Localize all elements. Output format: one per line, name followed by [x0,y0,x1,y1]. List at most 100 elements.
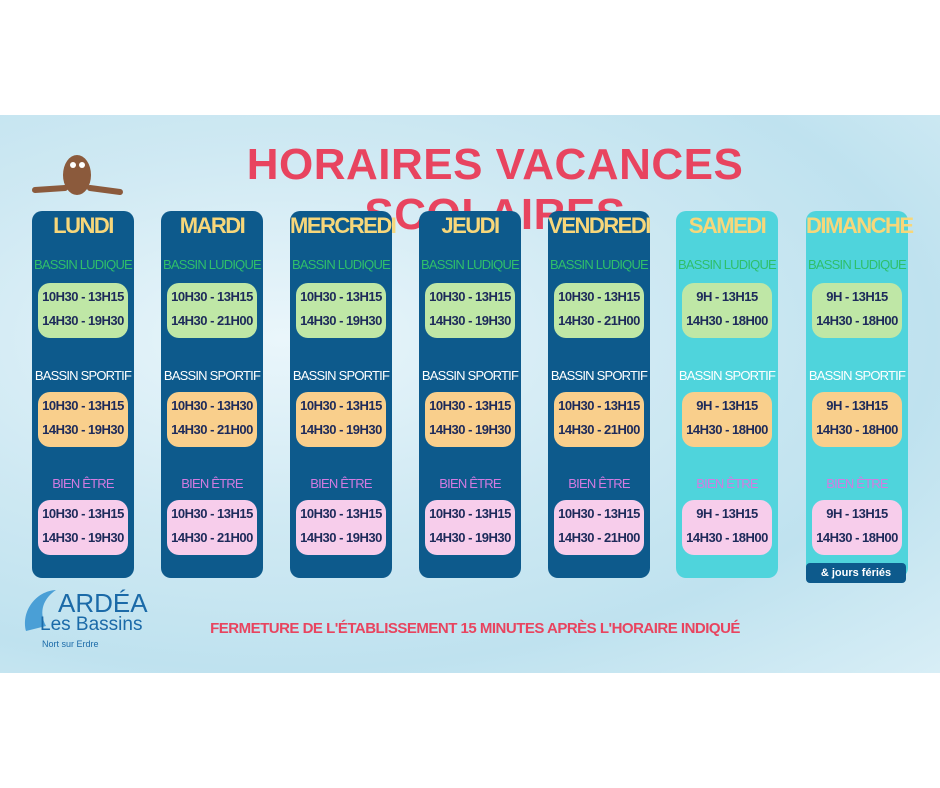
time-range: 10H30 - 13H15 [300,398,382,413]
time-box: 10H30 - 13H15 14H30 - 19H30 [425,500,515,555]
time-range: 14H30 - 19H30 [429,313,511,328]
section-label: BASSIN LUDIQUE [678,257,777,272]
time-range: 14H30 - 21H00 [558,530,640,545]
time-range: 10H30 - 13H15 [42,398,124,413]
time-range: 14H30 - 18H00 [686,422,768,437]
time-range: 14H30 - 21H00 [171,422,253,437]
section-label: BIEN ÊTRE [826,476,888,491]
time-box: 10H30 - 13H15 14H30 - 19H30 [425,283,515,338]
time-range: 14H30 - 19H30 [42,422,124,437]
time-box: 10H30 - 13H30 14H30 - 21H00 [167,392,257,447]
time-box: 10H30 - 13H15 14H30 - 19H30 [38,392,128,447]
day-column: LUNDI BASSIN LUDIQUE 10H30 - 13H15 14H30 - … [32,211,134,578]
day-column: JEUDI BASSIN LUDIQUE 10H30 - 13H15 14H30 - … [419,211,521,578]
time-range: 10H30 - 13H30 [171,398,253,413]
time-range: 14H30 - 19H30 [42,313,124,328]
time-range: 9H - 13H15 [696,398,758,413]
section-label: BIEN ÊTRE [181,476,243,491]
time-range: 14H30 - 21H00 [558,313,640,328]
time-range: 9H - 13H15 [696,289,758,304]
section-label: BASSIN LUDIQUE [292,257,391,272]
time-box: 10H30 - 13H15 14H30 - 19H30 [38,500,128,555]
section-label: BASSIN SPORTIF [678,368,776,383]
time-box: 9H - 13H15 14H30 - 18H00 [682,392,772,447]
logo-location: Nort sur Erdre [42,639,99,649]
section-label: BIEN ÊTRE [696,476,758,491]
day-column: MERCREDI BASSIN LUDIQUE 10H30 - 13H15 14H30… [290,211,397,578]
time-range: 10H30 - 13H15 [42,289,124,304]
time-box: 9H - 13H15 14H30 - 18H00 [812,392,902,447]
day-name: SAMEDI [688,213,767,238]
time-range: 14H30 - 18H00 [686,313,768,328]
section-label: BIEN ÊTRE [52,476,114,491]
time-range: 9H - 13H15 [826,289,888,304]
closing-note: FERMETURE DE L'ÉTABLISSEMENT 15 MINUTES … [210,620,740,637]
time-box: 9H - 13H15 14H30 - 18H00 [682,500,772,555]
time-box: 10H30 - 13H15 14H30 - 19H30 [296,500,386,555]
time-box: 9H - 13H15 14H30 - 18H00 [812,283,902,338]
time-range: 14H30 - 19H30 [300,313,382,328]
time-box: 10H30 - 13H15 14H30 - 21H00 [554,392,644,447]
section-label: BASSIN LUDIQUE [34,257,133,272]
day-column: VENDREDI BASSIN LUDIQUE 10H30 - 13H15 14H30… [548,211,651,578]
time-range: 10H30 - 13H15 [42,506,124,521]
time-box: 10H30 - 13H15 14H30 - 21H00 [167,283,257,338]
time-range: 10H30 - 13H15 [558,506,640,521]
section-label: BASSIN LUDIQUE [550,257,649,272]
time-range: 9H - 13H15 [826,398,888,413]
section-label: BASSIN SPORTIF [34,368,132,383]
time-range: 10H30 - 13H15 [558,398,640,413]
time-box: 10H30 - 13H15 14H30 - 19H30 [425,392,515,447]
time-range: 10H30 - 13H15 [429,289,511,304]
time-range: 14H30 - 19H30 [300,422,382,437]
logo-wave [25,590,56,631]
time-range: 14H30 - 18H00 [816,313,898,328]
day-name: MERCREDI [290,213,397,238]
time-range: 14H30 - 19H30 [300,530,382,545]
time-box: 10H30 - 13H15 14H30 - 19H30 [296,283,386,338]
time-range: 14H30 - 19H30 [42,530,124,545]
time-range: 10H30 - 13H15 [171,289,253,304]
time-range: 9H - 13H15 [826,506,888,521]
time-box: 10H30 - 13H15 14H30 - 21H00 [167,500,257,555]
time-range: 10H30 - 13H15 [429,506,511,521]
section-label: BIEN ÊTRE [310,476,372,491]
section-label: BIEN ÊTRE [568,476,630,491]
logo-subtitle: Les Bassins [40,614,143,635]
section-label: BASSIN SPORTIF [421,368,519,383]
time-box: 10H30 - 13H15 14H30 - 19H30 [296,392,386,447]
time-range: 14H30 - 21H00 [558,422,640,437]
day-column: SAMEDI BASSIN LUDIQUE 9H - 13H15 14H30 - 18… [676,211,778,578]
section-label: BASSIN LUDIQUE [421,257,520,272]
time-box: 10H30 - 13H15 14H30 - 21H00 [554,283,644,338]
time-range: 14H30 - 21H00 [171,530,253,545]
time-range: 14H30 - 19H30 [429,530,511,545]
section-label: BIEN ÊTRE [439,476,501,491]
time-range: 10H30 - 13H15 [558,289,640,304]
section-label: BASSIN SPORTIF [163,368,261,383]
section-label: BASSIN LUDIQUE [163,257,262,272]
time-range: 14H30 - 18H00 [816,422,898,437]
time-range: 14H30 - 18H00 [686,530,768,545]
time-range: 10H30 - 13H15 [300,289,382,304]
time-range: 14H30 - 18H00 [816,530,898,545]
holiday-note: & jours fériés [806,563,906,583]
logo-name: ARDÉA [58,588,148,618]
day-name: VENDREDI [548,213,651,238]
time-range: 9H - 13H15 [696,506,758,521]
time-range: 10H30 - 13H15 [171,506,253,521]
day-column: MARDI BASSIN LUDIQUE 10H30 - 13H15 14H30 - … [161,211,263,578]
time-range: 14H30 - 19H30 [429,422,511,437]
time-box: 10H30 - 13H15 14H30 - 21H00 [554,500,644,555]
day-name: MARDI [179,213,246,238]
time-range: 10H30 - 13H15 [300,506,382,521]
day-name: JEUDI [441,213,500,238]
mascot [32,155,123,195]
time-range: 14H30 - 21H00 [171,313,253,328]
time-box: 9H - 13H15 14H30 - 18H00 [682,283,772,338]
section-label: BASSIN SPORTIF [292,368,390,383]
section-label: BASSIN SPORTIF [550,368,648,383]
time-box: 10H30 - 13H15 14H30 - 19H30 [38,283,128,338]
time-box: 9H - 13H15 14H30 - 18H00 [812,500,902,555]
